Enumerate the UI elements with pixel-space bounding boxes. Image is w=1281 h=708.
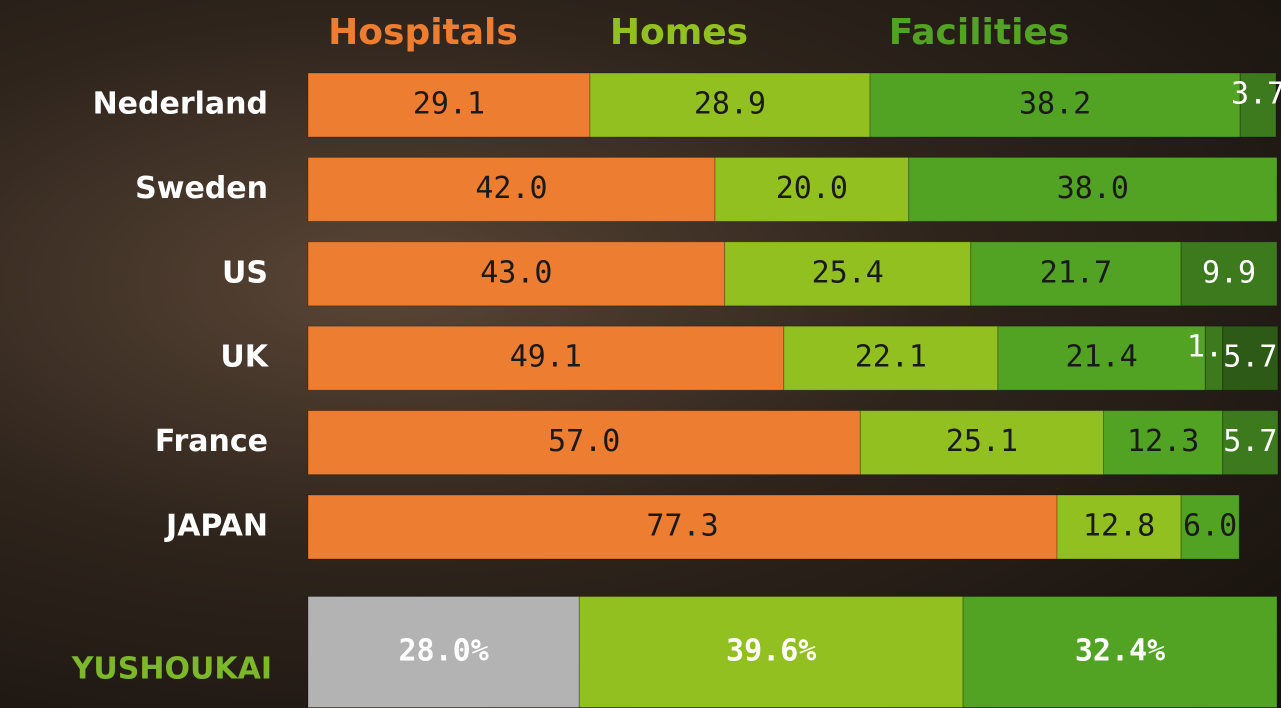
- value-label: 57.0: [548, 424, 620, 459]
- value-label: 6.0: [1183, 509, 1237, 544]
- legend-label: Homes: [610, 12, 748, 53]
- value-label: 38.2: [1019, 87, 1091, 122]
- category-label: UK: [220, 340, 269, 375]
- value-label: 28.0%: [399, 634, 489, 669]
- value-label: 12.8: [1083, 509, 1155, 544]
- category-label: France: [155, 424, 268, 459]
- value-label: 32.4%: [1075, 634, 1165, 669]
- value-label: 49.1: [510, 340, 582, 375]
- chart: Nederland 29.1 28.9 38.2 3.7 Sweden 42.0 20.0 38…: [0, 0, 1281, 708]
- value-label: 21.4: [1065, 340, 1137, 375]
- value-label: 38.0: [1057, 171, 1129, 206]
- value-label: 39.6%: [726, 634, 816, 669]
- value-label: 25.1: [946, 424, 1018, 459]
- value-label: 3.7: [1231, 77, 1281, 112]
- value-label: 42.0: [475, 171, 547, 206]
- value-label: 43.0: [480, 255, 552, 290]
- value-label: 9.9: [1202, 255, 1256, 290]
- legend-label: Facilities: [889, 12, 1070, 53]
- value-label: 77.3: [646, 509, 718, 544]
- category-label: Nederland: [93, 87, 268, 122]
- value-label: 20.0: [776, 171, 848, 206]
- legend-label: Hospitals: [328, 12, 518, 53]
- value-label: 5.7: [1223, 340, 1277, 375]
- category-label: US: [222, 255, 268, 290]
- value-label: 22.1: [855, 340, 927, 375]
- category-label: Sweden: [135, 171, 268, 206]
- category-label: JAPAN: [164, 509, 268, 544]
- value-label: 21.7: [1040, 255, 1112, 290]
- value-label: 5.7: [1223, 424, 1277, 459]
- value-label: 28.9: [694, 87, 766, 122]
- category-label: YUSHOUKAI: [71, 652, 272, 687]
- value-label: 29.1: [413, 87, 485, 122]
- value-label: 12.3: [1127, 424, 1199, 459]
- value-label: 25.4: [812, 255, 884, 290]
